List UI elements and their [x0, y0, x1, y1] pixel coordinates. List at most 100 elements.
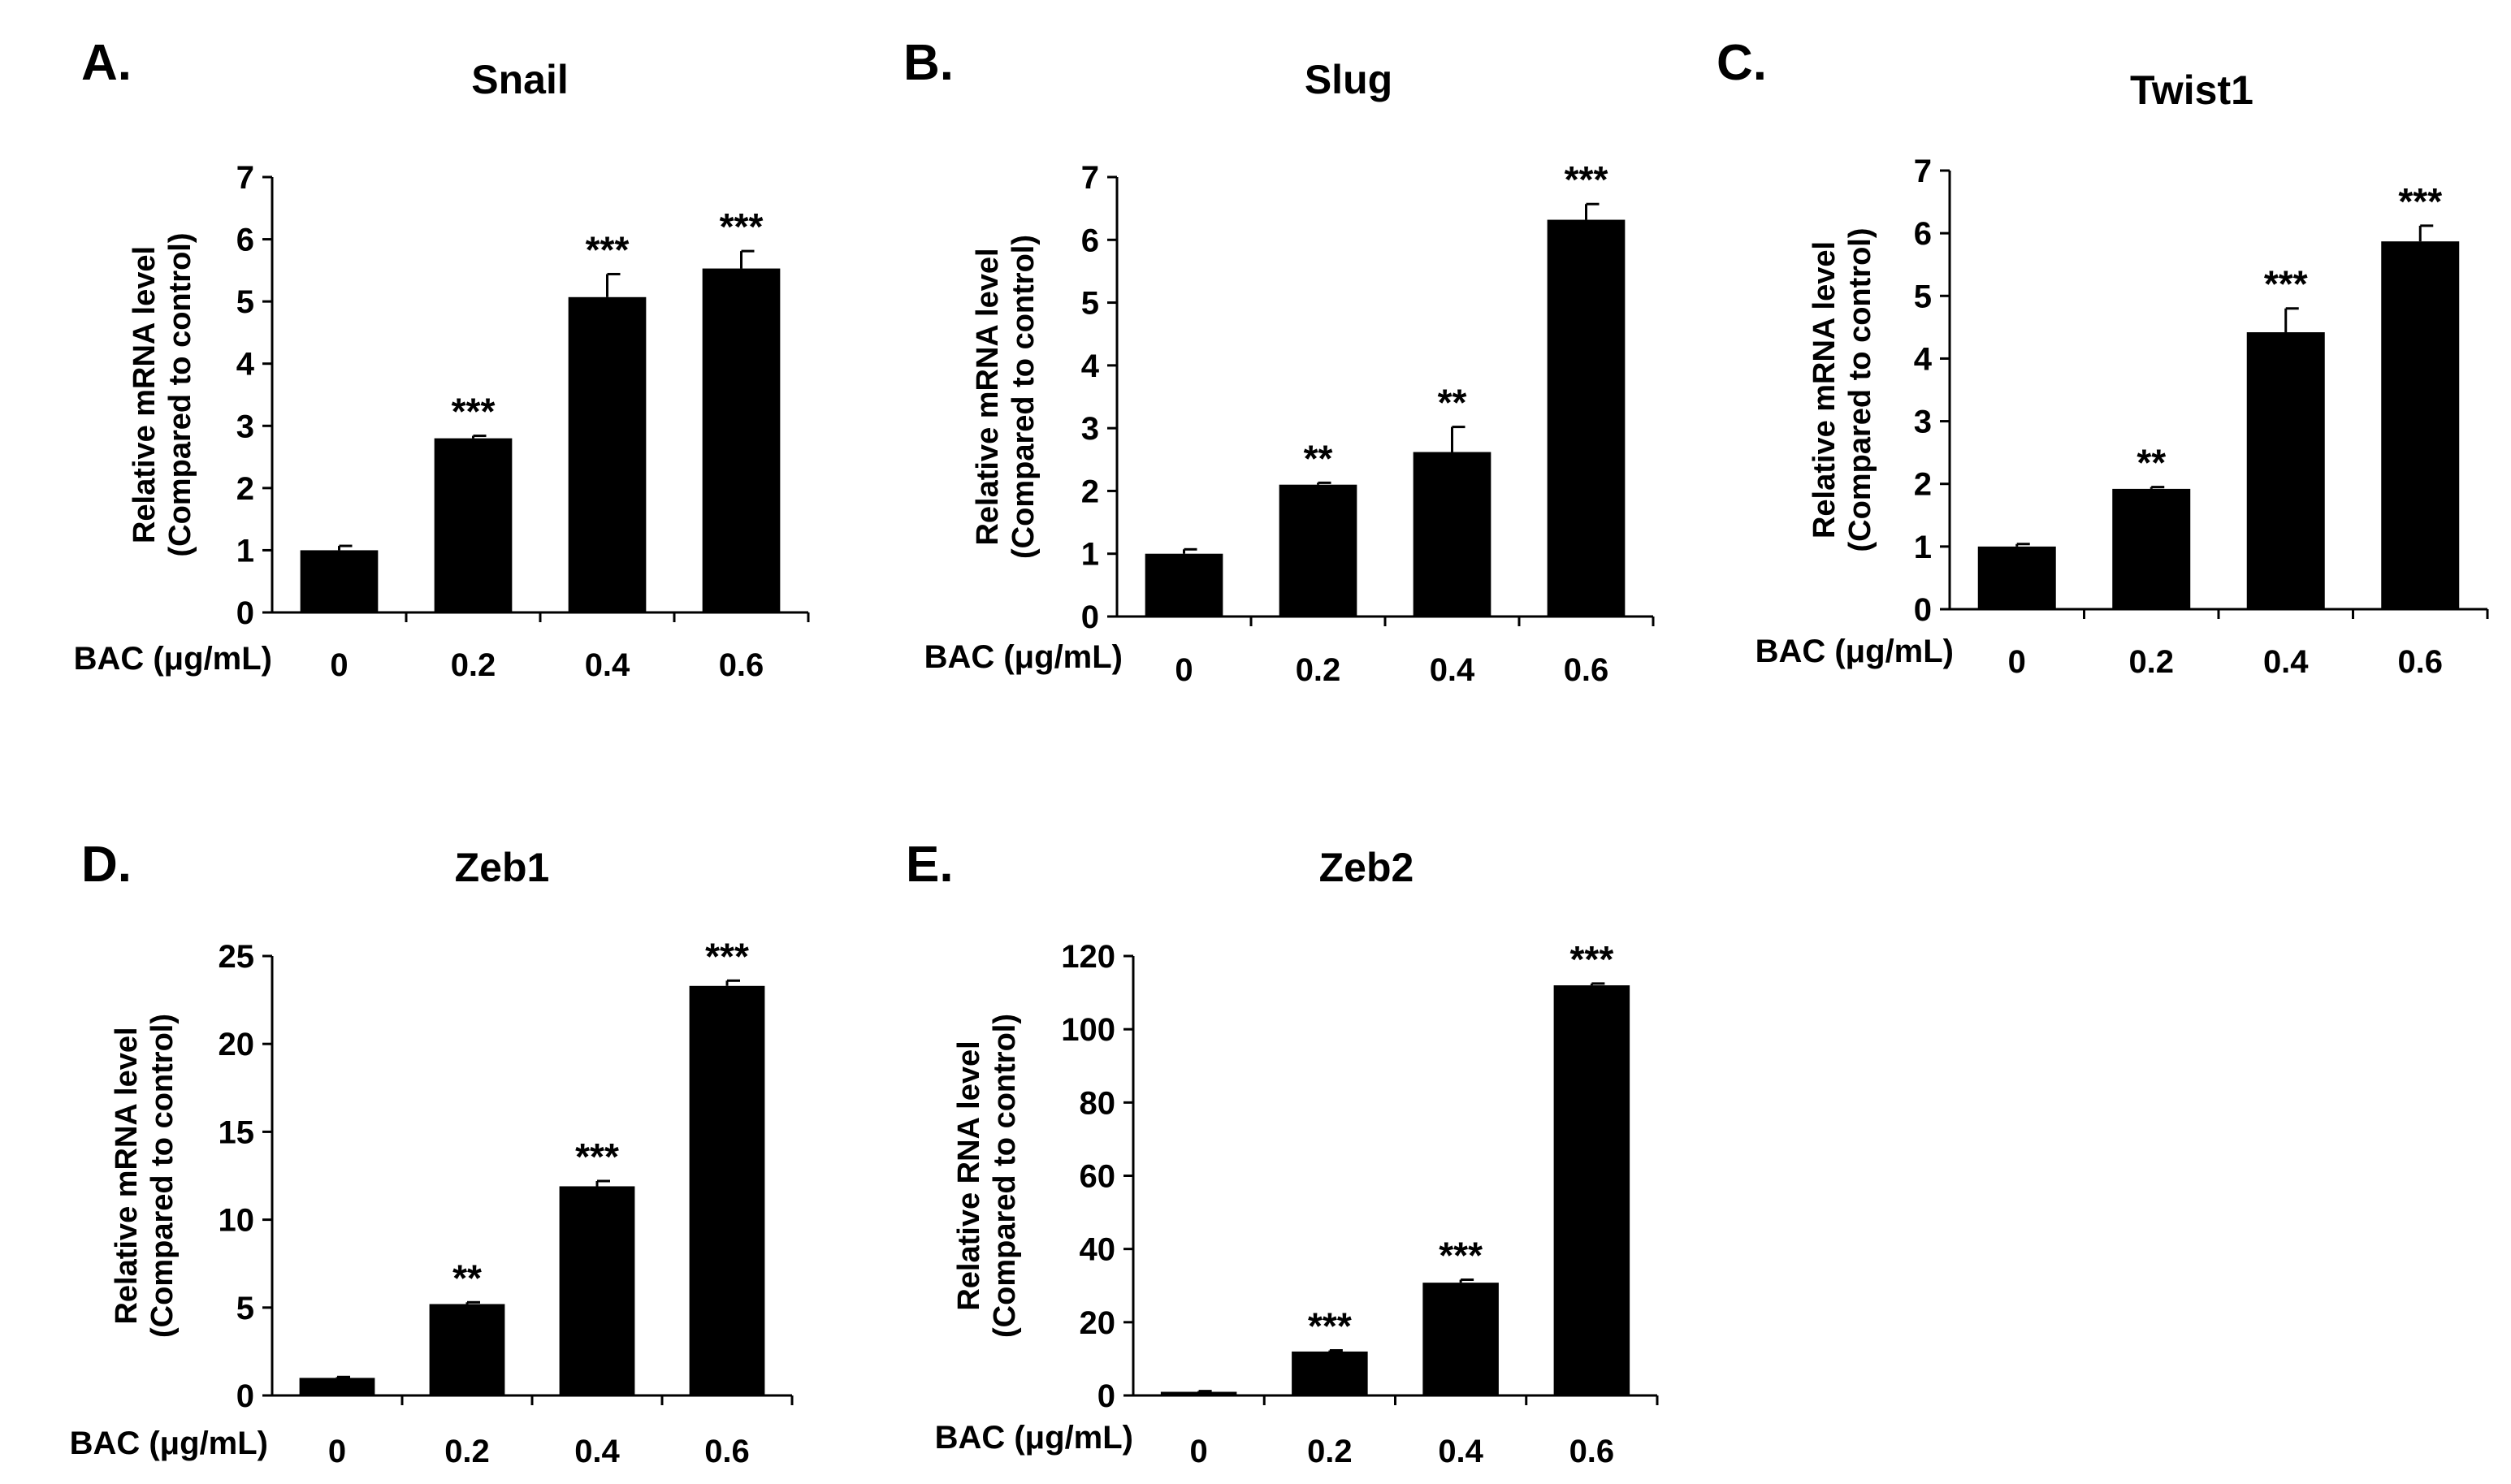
y-tick-label: 7: [1081, 160, 1099, 196]
y-tick-label: 5: [236, 284, 254, 320]
y-tick-label: 6: [1081, 223, 1099, 258]
x-axis-label: BAC (μg/mL): [935, 1420, 1133, 1456]
y-axis-label: Relative mRNA level(Compared to control): [128, 233, 197, 557]
significance-mark: **: [452, 1257, 482, 1299]
y-tick-label: 1: [1081, 537, 1099, 573]
chart-title: Slug: [1305, 57, 1392, 102]
y-tick-label: 60: [1080, 1159, 1116, 1195]
y-axis-label-line: Relative mRNA level: [128, 246, 162, 543]
bar: [1422, 1283, 1499, 1395]
significance-mark: **: [2137, 442, 2166, 484]
chart-panel-2: B. Slug 0 1 2 3 4 5 6 7 Relative mRNA level(Compar…: [903, 35, 1655, 688]
y-axis-label-line: (Compared to control): [145, 1014, 180, 1338]
y-axis-label: Relative RNA level(Compared to control): [952, 1014, 1022, 1338]
category-label: 0.2: [1296, 652, 1341, 688]
y-tick-label: 5: [1081, 286, 1099, 322]
significance-mark: ***: [2264, 263, 2308, 305]
category-label: 0: [330, 647, 348, 683]
chart-title: Zeb1: [455, 845, 550, 890]
y-tick-label: 1: [236, 533, 254, 569]
category-label: 0.4: [1430, 652, 1475, 688]
y-tick-label: 3: [1081, 411, 1099, 447]
y-tick-label: 0: [236, 595, 254, 631]
significance-mark: ***: [1439, 1235, 1483, 1277]
panel-letter: B.: [903, 35, 954, 91]
bar: [1160, 1391, 1237, 1395]
significance-mark: ***: [705, 935, 749, 977]
y-tick-label: 5: [236, 1291, 254, 1326]
panel-letter: E.: [906, 837, 954, 893]
significance-mark: **: [1438, 382, 1467, 424]
bar: [2112, 488, 2191, 609]
y-tick-label: 3: [1914, 405, 1932, 440]
y-axis-label-line: (Compared to control): [1843, 228, 1877, 552]
bar: [429, 1304, 505, 1395]
chart-panel-1: A. Snail 0 1 2 3 4 5 6 7 Relative mRNA level(Compa…: [74, 35, 810, 683]
category-label: 0.6: [1564, 652, 1609, 688]
y-axis-label: Relative mRNA level(Compared to control): [971, 235, 1041, 559]
y-axis-label: Relative mRNA level(Compared to control): [1807, 228, 1877, 552]
y-tick-label: 0: [1914, 592, 1932, 628]
y-tick-label: 1: [1914, 530, 1932, 565]
significance-mark: **: [1304, 437, 1333, 479]
y-tick-label: 2: [1081, 474, 1099, 509]
y-tick-label: 0: [236, 1378, 254, 1414]
category-label: 0.4: [1438, 1434, 1483, 1469]
bar: [299, 1378, 375, 1395]
y-axis-label-line: Relative mRNA level: [110, 1027, 144, 1324]
y-tick-label: 5: [1914, 279, 1932, 314]
category-label: 0: [1175, 652, 1193, 688]
y-tick-label: 20: [1080, 1305, 1116, 1341]
y-axis-label-line: Relative mRNA level: [971, 248, 1005, 545]
y-tick-label: 10: [219, 1203, 255, 1239]
category-label: 0.6: [704, 1434, 750, 1469]
y-tick-label: 25: [219, 939, 255, 975]
chart-title: Twist1: [2130, 67, 2253, 113]
category-label: 0.2: [444, 1434, 490, 1469]
y-axis-label-line: Relative RNA level: [952, 1041, 986, 1310]
y-tick-label: 4: [1914, 341, 1933, 377]
category-label: 0.6: [719, 647, 764, 683]
category-label: 0.6: [1569, 1434, 1615, 1469]
y-axis-label-line: (Compared to control): [988, 1014, 1022, 1338]
y-tick-label: 2: [236, 471, 254, 507]
chart-panel-4: D. Zeb1 0 5 10 15 20 25 Relative mRNA level(Comp…: [70, 837, 794, 1469]
category-label: 0: [1190, 1434, 1208, 1469]
category-label: 0.4: [585, 647, 630, 683]
panel-letter: A.: [81, 35, 132, 91]
significance-mark: ***: [2398, 180, 2442, 223]
panel-letter: C.: [1717, 35, 1767, 91]
y-tick-label: 4: [1081, 348, 1100, 384]
y-tick-label: 7: [1914, 154, 1932, 189]
bar: [1292, 1351, 1368, 1395]
y-tick-label: 3: [236, 409, 254, 444]
chart-title: Zeb2: [1319, 845, 1414, 890]
y-axis-label: Relative mRNA level(Compared to control): [110, 1014, 180, 1338]
x-axis-label: BAC (μg/mL): [924, 639, 1123, 675]
significance-mark: ***: [586, 228, 630, 270]
bar: [568, 296, 647, 612]
bar: [2246, 332, 2325, 609]
category-label: 0.4: [2263, 644, 2309, 680]
y-tick-label: 120: [1061, 939, 1115, 975]
significance-mark: ***: [720, 206, 764, 248]
bar: [1413, 452, 1491, 617]
chart-title: Snail: [471, 57, 568, 102]
category-label: 0: [328, 1434, 346, 1469]
category-label: 0.2: [451, 647, 496, 683]
bar: [1279, 484, 1357, 617]
bar: [1553, 985, 1630, 1395]
x-axis-label: BAC (μg/mL): [1756, 634, 1954, 669]
bar: [434, 438, 513, 612]
y-tick-label: 100: [1061, 1012, 1115, 1048]
bar: [702, 268, 781, 612]
significance-mark: ***: [1308, 1305, 1352, 1348]
y-tick-label: 4: [236, 347, 255, 383]
bar: [2381, 241, 2460, 609]
significance-mark: ***: [1570, 938, 1614, 980]
x-axis-label: BAC (μg/mL): [70, 1426, 268, 1461]
y-tick-label: 6: [236, 223, 254, 258]
x-axis-label: BAC (μg/mL): [74, 641, 272, 677]
